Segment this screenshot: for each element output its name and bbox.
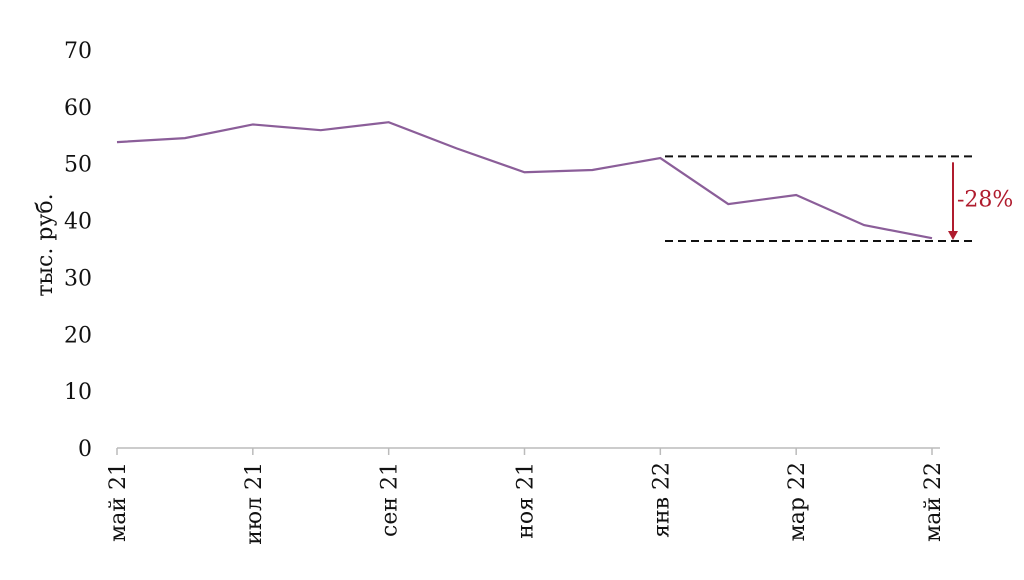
x-tick-label: сен 21 <box>378 462 403 537</box>
y-tick-label: 50 <box>64 153 92 178</box>
x-tick-label: ноя 21 <box>514 462 539 539</box>
y-tick-label: 20 <box>64 323 92 348</box>
y-tick-label: 0 <box>78 437 92 462</box>
x-tick-label: мар 22 <box>785 462 810 541</box>
arrow-head-icon <box>948 231 958 240</box>
y-axis-label: тыс. руб. <box>33 193 58 296</box>
y-tick-label: 30 <box>64 266 92 291</box>
x-tick-label: янв 22 <box>649 462 674 538</box>
y-tick-label: 40 <box>64 210 92 235</box>
x-tick-label: май 22 <box>921 462 946 542</box>
y-tick-label: 70 <box>64 39 92 64</box>
y-tick-label: 10 <box>64 380 92 405</box>
change-label: -28% <box>957 188 1013 213</box>
y-tick-label: 60 <box>64 96 92 121</box>
x-tick-label: май 21 <box>106 462 131 542</box>
series-line <box>117 122 932 238</box>
x-tick-label: июл 21 <box>242 462 267 545</box>
